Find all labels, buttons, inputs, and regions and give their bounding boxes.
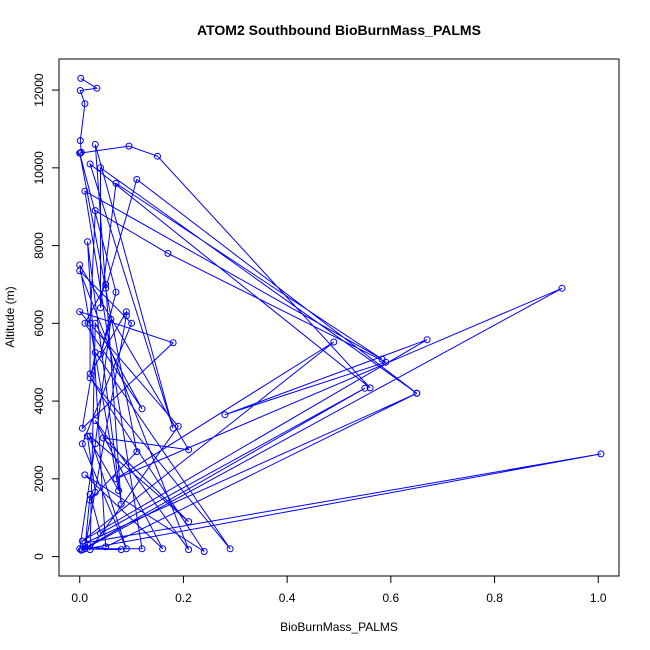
data-point (174, 422, 182, 430)
data-point (122, 545, 130, 553)
data-point (84, 238, 91, 246)
data-point (597, 450, 605, 458)
data-point (99, 434, 107, 442)
data-point (133, 176, 141, 183)
data-point (112, 179, 120, 187)
data-point (78, 440, 86, 448)
y-tick-label: 0 (32, 553, 46, 560)
x-axis-label: BioBurnMass_PALMS (280, 620, 398, 634)
data-point (77, 546, 85, 554)
data-point (102, 284, 110, 292)
data-point (97, 350, 104, 358)
data-point (86, 370, 94, 378)
data-point (125, 142, 133, 150)
data-point (164, 249, 172, 257)
data-point (81, 471, 89, 479)
y-axis: 0 2000 4000 6000 8000 10000 12000 (32, 73, 59, 560)
data-point (102, 281, 110, 288)
data-point (117, 500, 125, 508)
y-tick-label: 10000 (32, 151, 46, 185)
data-point (330, 338, 338, 346)
data-point (361, 384, 369, 392)
data-point (97, 529, 104, 537)
x-tick-label: 0.0 (71, 591, 88, 605)
data-point (102, 543, 110, 551)
y-tick-label: 8000 (32, 232, 46, 259)
data-point (91, 141, 99, 148)
x-tick-label: 0.2 (175, 591, 192, 605)
data-point (115, 487, 123, 494)
data-point (81, 543, 89, 551)
data-point (76, 261, 84, 269)
x-tick-label: 1.0 (590, 591, 607, 605)
data-point (366, 384, 374, 392)
data-point (86, 160, 94, 168)
data-point (93, 84, 101, 92)
x-tick-label: 0.4 (279, 591, 296, 605)
data-point (185, 446, 193, 454)
data-point (413, 389, 421, 397)
data-point (128, 319, 136, 327)
data-point (91, 207, 99, 215)
data-point (200, 548, 208, 555)
y-axis-label: Altitude (m) (3, 286, 17, 347)
y-tick-label: 2000 (32, 465, 46, 492)
data-point (78, 424, 86, 432)
data-point (185, 518, 193, 526)
data-point (117, 546, 125, 554)
data-point (558, 284, 566, 292)
y-tick-label: 6000 (32, 310, 46, 337)
x-tick-label: 0.8 (486, 591, 503, 605)
data-point (86, 319, 94, 327)
data-point (91, 440, 99, 448)
data-point (86, 546, 94, 554)
data-point (112, 288, 120, 296)
data-point (76, 308, 84, 316)
data-point (91, 488, 99, 496)
y-tick-label: 4000 (32, 387, 46, 414)
data-point (97, 304, 104, 312)
data-point (77, 74, 85, 82)
plot-area (76, 74, 605, 555)
data-point (185, 546, 193, 554)
data-point (81, 100, 89, 108)
data-point (169, 339, 177, 347)
data-point (221, 411, 229, 419)
data-point (138, 545, 146, 553)
data-point (154, 152, 161, 160)
data-point (122, 308, 130, 316)
data-point (138, 405, 146, 413)
series-line (78, 77, 601, 552)
data-point (76, 137, 84, 145)
data-point (133, 448, 141, 456)
x-tick-label: 0.6 (383, 591, 400, 605)
data-point (112, 475, 120, 483)
x-axis: 0.0 0.2 0.4 0.6 0.8 1.0 (71, 576, 607, 605)
chart-title: ATOM2 Southbound BioBurnMass_PALMS (197, 22, 481, 38)
data-point (76, 149, 84, 157)
data-point (91, 319, 99, 327)
data-point (122, 312, 130, 320)
data-point (107, 315, 115, 323)
data-point (76, 87, 84, 94)
data-point (382, 358, 390, 366)
data-point (81, 539, 89, 547)
data-point (81, 319, 89, 327)
data-point (423, 336, 431, 344)
data-point (226, 545, 234, 553)
data-point (86, 496, 94, 504)
data-point (84, 432, 91, 440)
plot-frame (58, 58, 620, 577)
data-point (159, 545, 167, 553)
data-point (97, 164, 104, 172)
data-point (91, 417, 99, 424)
data-point (81, 187, 89, 195)
y-tick-label: 12000 (32, 73, 46, 107)
data-point (86, 432, 94, 440)
data-point (86, 374, 94, 382)
